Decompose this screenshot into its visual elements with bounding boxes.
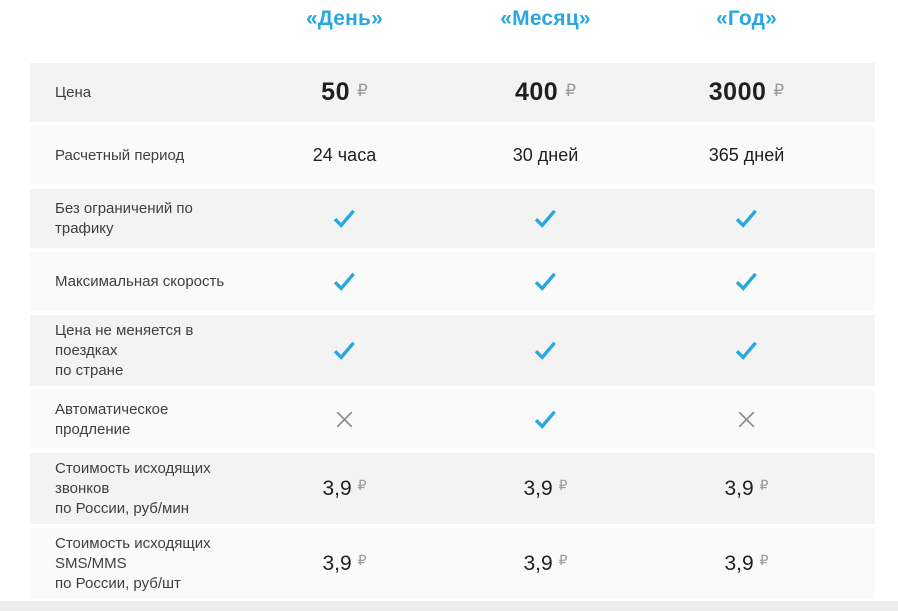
value-text: 24 часа [312, 145, 377, 165]
row-label: Стоимость исходящих звонков по России, р… [55, 459, 211, 517]
column-header-month: «Месяц» [500, 7, 591, 30]
table-row: Цена не меняется в поездках по стране [30, 315, 875, 386]
value-text: 30 дней [512, 145, 579, 165]
feature-cell [244, 209, 445, 228]
ruble-currency-symbol: ₽ [759, 477, 769, 493]
check-icon [534, 410, 557, 429]
table-row: Максимальная скорость [30, 252, 875, 311]
cross-icon [335, 410, 354, 429]
feature-cell [646, 410, 847, 429]
price-cell: 3,9 ₽ [646, 477, 847, 501]
cross-icon [737, 410, 756, 429]
table-row: Расчетный период 24 часа 30 дней 365 дней [30, 126, 875, 185]
next-section-edge [0, 601, 898, 611]
price-cell: 3,9 ₽ [244, 552, 445, 576]
table-row: Без ограничений по трафику [30, 189, 875, 248]
row-label: Цена не меняется в поездках по стране [55, 321, 194, 379]
header-spacer [30, 7, 244, 63]
row-label: Расчетный период [55, 146, 185, 164]
table-row: Стоимость исходящих SMS/MMS по России, р… [30, 528, 875, 599]
check-icon [735, 209, 758, 228]
check-icon [534, 272, 557, 291]
check-icon [333, 272, 356, 291]
feature-cell [445, 410, 646, 429]
feature-cell [646, 209, 847, 228]
row-label: Максимальная скорость [55, 272, 225, 290]
feature-cell [445, 209, 646, 228]
column-header-day: «День» [305, 7, 384, 30]
feature-cell [646, 341, 847, 360]
ruble-currency-symbol: ₽ [565, 80, 577, 100]
price-amount: 50 [321, 78, 350, 106]
price-cell: 3,9 ₽ [445, 552, 646, 576]
price-amount: 3000 [708, 78, 767, 106]
value-text: 365 дней [708, 145, 785, 165]
price-cell: 400 ₽ [445, 78, 646, 107]
ruble-currency-symbol: ₽ [773, 80, 785, 100]
check-icon [534, 209, 557, 228]
row-label: Без ограничений по трафику [55, 199, 193, 237]
table-header: «День» «Месяц» «Год» [30, 0, 875, 63]
price-amount: 3,9 [322, 551, 352, 575]
feature-cell [244, 272, 445, 291]
row-label: Стоимость исходящих SMS/MMS по России, р… [55, 534, 211, 592]
check-icon [333, 341, 356, 360]
price-amount: 3,9 [724, 476, 754, 500]
feature-cell [244, 410, 445, 429]
price-cell: 3000 ₽ [646, 78, 847, 107]
value-cell: 24 часа [244, 145, 445, 166]
price-cell: 3,9 ₽ [244, 477, 445, 501]
table-body: Цена 50 ₽400 ₽3000 ₽ Расчетный период 24 часа 3… [30, 63, 875, 599]
ruble-currency-symbol: ₽ [558, 477, 568, 493]
check-icon [735, 272, 758, 291]
ruble-currency-symbol: ₽ [356, 80, 368, 100]
table-row: Стоимость исходящих звонков по России, р… [30, 453, 875, 524]
tariff-comparison-table: «День» «Месяц» «Год» Цена 50 ₽400 ₽3000 ₽ Рас… [30, 0, 875, 603]
price-amount: 3,9 [724, 551, 754, 575]
feature-cell [646, 272, 847, 291]
ruble-currency-symbol: ₽ [357, 552, 367, 568]
feature-cell [445, 341, 646, 360]
row-label: Цена [55, 83, 92, 101]
ruble-currency-symbol: ₽ [357, 477, 367, 493]
price-amount: 400 [514, 78, 559, 106]
table-row: Автоматическое продление [30, 390, 875, 449]
row-label: Автоматическое продление [55, 400, 169, 438]
ruble-currency-symbol: ₽ [558, 552, 568, 568]
price-amount: 3,9 [523, 551, 553, 575]
check-icon [333, 209, 356, 228]
check-icon [534, 341, 557, 360]
column-header-year: «Год» [715, 7, 778, 30]
price-cell: 3,9 ₽ [445, 477, 646, 501]
price-amount: 3,9 [322, 476, 352, 500]
price-cell: 50 ₽ [244, 78, 445, 107]
ruble-currency-symbol: ₽ [759, 552, 769, 568]
feature-cell [244, 341, 445, 360]
table-row: Цена 50 ₽400 ₽3000 ₽ [30, 63, 875, 122]
feature-cell [445, 272, 646, 291]
value-cell: 30 дней [445, 145, 646, 166]
price-amount: 3,9 [523, 476, 553, 500]
value-cell: 365 дней [646, 145, 847, 166]
price-cell: 3,9 ₽ [646, 552, 847, 576]
check-icon [735, 341, 758, 360]
